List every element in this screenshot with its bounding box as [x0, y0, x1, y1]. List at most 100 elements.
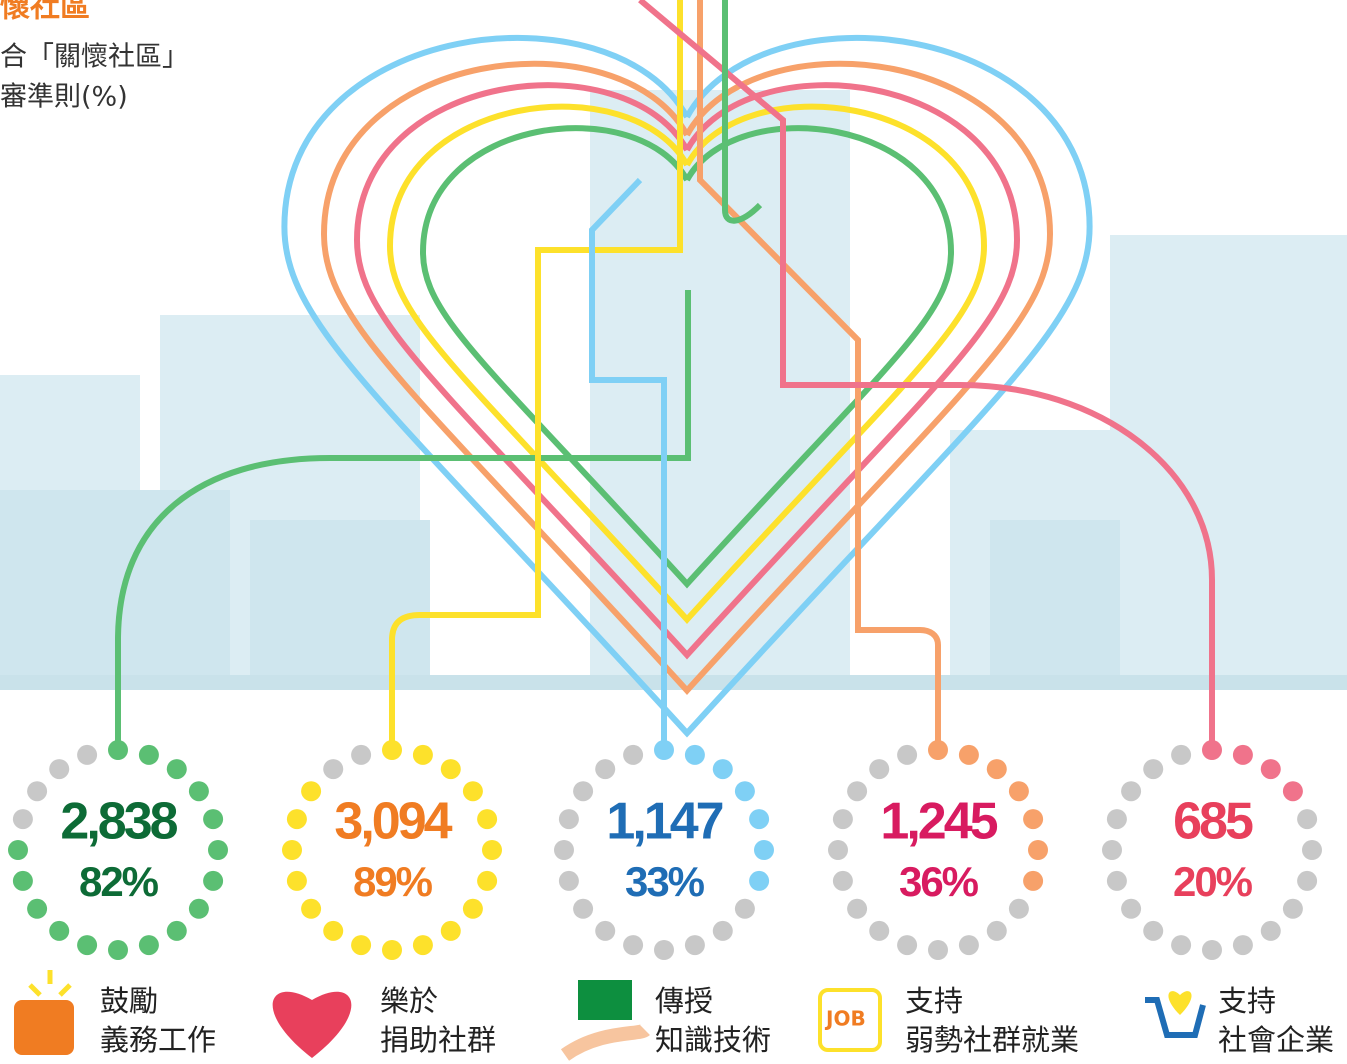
dot-filled	[462, 781, 483, 802]
dot-filled	[203, 809, 224, 830]
percent-dots	[928, 740, 1048, 891]
dot-empty	[1121, 781, 1142, 802]
dot-empty	[928, 940, 948, 960]
dot-empty	[847, 781, 868, 802]
connector-lines	[115, 0, 1215, 748]
dot-empty	[1260, 920, 1281, 941]
dot-filled	[166, 920, 187, 941]
item-label: 鼓勵	[100, 984, 158, 1018]
dot-filled	[1028, 840, 1048, 860]
item-label: 社會企業	[1218, 1023, 1334, 1057]
dot-empty	[832, 870, 853, 891]
dot-filled	[382, 740, 402, 760]
dot-filled	[282, 840, 302, 860]
dot-filled	[440, 920, 461, 941]
dot-filled	[754, 840, 774, 860]
dot-empty	[12, 809, 33, 830]
dot-empty	[351, 744, 372, 765]
item-label: 義務工作	[100, 1023, 216, 1057]
dot-filled	[286, 809, 307, 830]
subtitle: 合「關懷社區」	[0, 42, 189, 73]
title: 懷社區	[0, 0, 90, 25]
dot-empty	[558, 809, 579, 830]
dot-filled	[1282, 781, 1303, 802]
dot-empty	[623, 935, 644, 956]
dot-filled	[1232, 744, 1253, 765]
subtitle: 審準則(%)	[0, 82, 128, 113]
dot-filled	[301, 781, 322, 802]
dot-empty	[77, 744, 98, 765]
dot-filled	[477, 809, 498, 830]
city-background	[0, 90, 1347, 690]
dot-filled	[27, 898, 48, 919]
dot-empty	[1232, 935, 1253, 956]
dot-filled	[462, 898, 483, 919]
dot-filled	[286, 870, 307, 891]
dot-empty	[684, 935, 705, 956]
dot-filled	[1023, 870, 1044, 891]
item-label: 樂於	[380, 984, 438, 1018]
dot-filled	[749, 870, 770, 891]
dot-empty	[828, 840, 848, 860]
dot-filled	[301, 898, 322, 919]
dot-empty	[595, 920, 616, 941]
item-label: 捐助社群	[380, 1023, 496, 1057]
dot-filled	[477, 870, 498, 891]
dot-filled	[77, 935, 98, 956]
item-label: 知識技術	[655, 1023, 771, 1057]
dot-empty	[986, 920, 1007, 941]
dot-filled	[684, 744, 705, 765]
dot-empty	[1297, 809, 1318, 830]
dot-empty	[573, 781, 594, 802]
dot-empty	[323, 759, 344, 780]
dot-filled	[412, 744, 433, 765]
dot-filled	[382, 940, 402, 960]
dot-empty	[734, 898, 755, 919]
dot-empty	[1102, 840, 1122, 860]
dot-empty	[49, 759, 70, 780]
dot-filled	[1260, 759, 1281, 780]
dot-filled	[1202, 740, 1222, 760]
dot-empty	[1171, 744, 1192, 765]
dot-filled	[138, 744, 159, 765]
item-label: 傳授	[655, 984, 713, 1018]
dot-filled	[208, 840, 228, 860]
dot-empty	[1143, 759, 1164, 780]
percent-dots	[8, 740, 228, 960]
dot-empty	[623, 744, 644, 765]
dot-filled	[188, 781, 209, 802]
dot-empty	[832, 809, 853, 830]
dot-filled	[351, 935, 372, 956]
dot-filled	[203, 870, 224, 891]
dot-empty	[1106, 870, 1127, 891]
dot-empty	[712, 920, 733, 941]
dot-filled	[749, 809, 770, 830]
dot-empty	[869, 759, 890, 780]
dot-filled	[734, 781, 755, 802]
item-label: 弱勢社群就業	[905, 1023, 1079, 1057]
count: 2,838	[60, 793, 177, 851]
dot-empty	[1143, 920, 1164, 941]
dot-empty	[1171, 935, 1192, 956]
dot-empty	[1121, 898, 1142, 919]
count: 3,094	[334, 793, 452, 851]
dot-empty	[27, 781, 48, 802]
dot-filled	[49, 920, 70, 941]
dot-filled	[188, 898, 209, 919]
item-label: 支持	[1218, 984, 1276, 1018]
count: 1,245	[880, 793, 997, 851]
dot-filled	[323, 920, 344, 941]
dot-filled	[654, 740, 674, 760]
dot-filled	[108, 940, 128, 960]
count: 685	[1173, 793, 1253, 851]
heart-lines	[284, 38, 1089, 733]
dot-empty	[1302, 840, 1322, 860]
percent: 36%	[899, 858, 979, 905]
dot-empty	[897, 744, 918, 765]
dot-filled	[8, 840, 28, 860]
dot-empty	[869, 920, 890, 941]
dot-filled	[986, 759, 1007, 780]
count: 1,147	[606, 793, 722, 851]
